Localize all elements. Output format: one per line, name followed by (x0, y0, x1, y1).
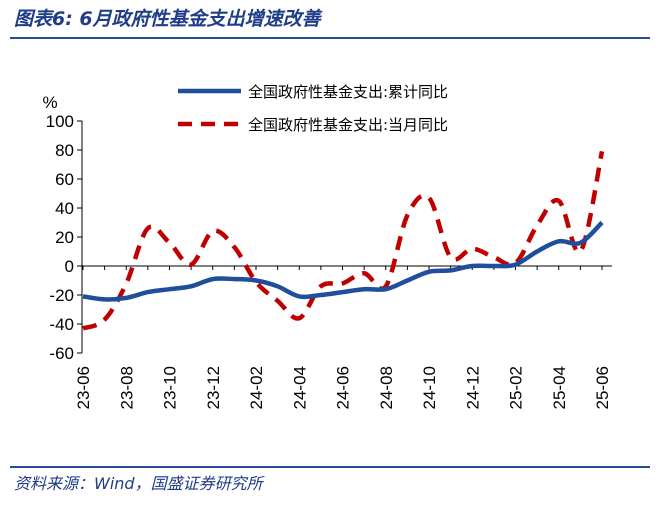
x-tick-label: 24-04 (290, 366, 309, 409)
y-tick-label: 20 (55, 228, 74, 247)
x-tick-label: 24-08 (377, 366, 396, 409)
x-tick-label: 24-06 (334, 366, 353, 409)
source-note: 资料来源：Wind，国盛证券研究所 (14, 474, 263, 493)
y-tick-label: 40 (55, 199, 74, 218)
y-axis-unit-label: % (42, 93, 57, 112)
y-tick-label: 100 (46, 112, 74, 131)
line-chart: 100 80 60 40 20 0 -20 -40 -60% 23-06 23-08 23-10 23-… (42, 83, 612, 409)
y-tick-label: -60 (49, 344, 74, 363)
y-tick-label: 80 (55, 141, 74, 160)
legend-label-monthly: 全国政府性基金支出:当月同比 (248, 116, 448, 134)
y-tick-label: -20 (49, 286, 74, 305)
source-divider (10, 466, 650, 468)
x-tick-label: 23-10 (161, 366, 180, 409)
chart-title: 图表6: 6月政府性基金支出增速改善 (14, 8, 321, 30)
x-tick-label: 23-06 (74, 366, 93, 409)
axes: 100 80 60 40 20 0 -20 -40 -60% 23-06 23-08 23-10 23-… (42, 93, 612, 409)
x-tick-label: 25-06 (593, 366, 612, 409)
x-tick-label: 24-02 (247, 366, 266, 409)
y-tick-label: 0 (65, 257, 74, 276)
series-line-cumulative (82, 220, 604, 302)
legend-label-cumulative: 全国政府性基金支出:累计同比 (248, 83, 448, 101)
x-tick-label: 25-04 (550, 366, 569, 409)
x-tick-label: 23-12 (204, 366, 223, 409)
x-tick-label: 24-10 (420, 366, 439, 409)
series-line-monthly (82, 150, 605, 331)
x-tick-label: 23-08 (117, 366, 136, 409)
y-tick-label: -40 (49, 315, 74, 334)
y-tick-label: 60 (55, 170, 74, 189)
x-tick-label: 24-12 (463, 366, 482, 409)
x-tick-label: 25-02 (507, 366, 526, 409)
title-divider (10, 37, 650, 39)
series-layer (82, 150, 605, 331)
